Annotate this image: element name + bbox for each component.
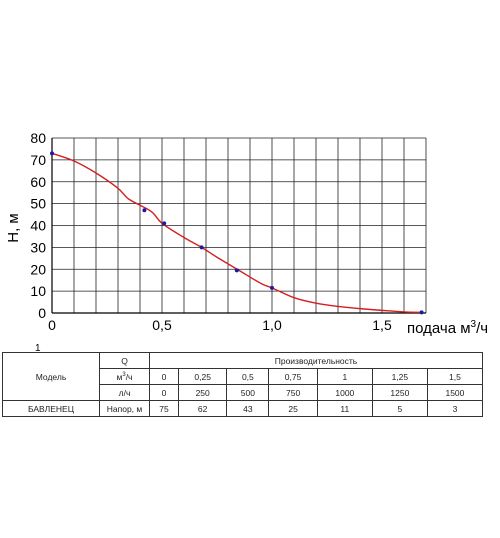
unit-m3h-sup: 3 bbox=[122, 371, 126, 378]
table-cell: 5 bbox=[371, 400, 428, 417]
table-cell: 0,25 bbox=[177, 368, 228, 385]
unit-lh: л/ч bbox=[99, 384, 150, 401]
table-row: Модель Q Производительность bbox=[2, 352, 483, 401]
y-tick-label: 20 bbox=[30, 261, 46, 277]
markers-group bbox=[50, 151, 424, 315]
y-axis-title: H, м bbox=[5, 213, 22, 242]
group-header: Производительность bbox=[149, 352, 483, 369]
table-cell: 11 bbox=[316, 400, 373, 417]
table-cell: 250 bbox=[177, 384, 228, 401]
unit-m3h-prefix: м bbox=[116, 371, 123, 382]
table-cell: 1,25 bbox=[371, 368, 428, 385]
y-tick-label: 60 bbox=[30, 174, 46, 190]
data-point bbox=[162, 221, 167, 226]
table-cell: 1,5 bbox=[426, 368, 484, 385]
data-point bbox=[270, 285, 274, 290]
table-cell: 3 bbox=[426, 400, 484, 417]
head-label: Напор, м bbox=[99, 400, 150, 417]
y-tick-label: 30 bbox=[30, 239, 46, 255]
series-line bbox=[51, 152, 422, 314]
table-cell: 500 bbox=[226, 384, 270, 401]
x-tick-label: 0 bbox=[48, 317, 56, 333]
table-cell: 0 bbox=[149, 368, 179, 385]
table-cell: 62 bbox=[177, 400, 228, 417]
x-tick-label: 0,5 bbox=[152, 317, 172, 333]
unit-m3h-suffix: /ч bbox=[125, 371, 133, 382]
table-cell: 0 bbox=[149, 384, 179, 401]
x-tick-label: 1,5 bbox=[372, 317, 392, 333]
table-cell: 43 bbox=[226, 400, 270, 417]
table-cell: 0,75 bbox=[268, 368, 318, 385]
table-cell: 1 bbox=[316, 368, 373, 385]
table-cell: 1500 bbox=[426, 384, 484, 401]
model-header: Модель bbox=[2, 352, 100, 401]
stray-mark: 1 bbox=[35, 343, 41, 354]
y-tick-label: 40 bbox=[30, 218, 46, 234]
x-axis-title: подача м3/ч bbox=[407, 319, 488, 337]
table-cell: 750 bbox=[268, 384, 318, 401]
q-header: Q bbox=[99, 352, 150, 369]
data-point bbox=[142, 208, 147, 213]
x-axis-title-sup: 3 bbox=[471, 319, 477, 330]
series-group bbox=[51, 152, 422, 314]
y-tick-label: 10 bbox=[30, 283, 46, 299]
data-point bbox=[199, 245, 204, 250]
x-axis-ticks: 0 0,5 1,0 1,5 bbox=[48, 317, 392, 333]
y-axis-ticks: 0 10 20 30 40 50 60 70 80 bbox=[30, 130, 46, 321]
y-tick-label: 0 bbox=[38, 305, 46, 321]
chart-grid bbox=[51, 137, 427, 314]
model-name: БАВЛЕНЕЦ bbox=[2, 400, 100, 417]
table-row: БАВЛЕНЕЦ Напор, м 75 62 43 25 11 5 3 bbox=[2, 400, 484, 417]
data-point bbox=[50, 151, 54, 156]
head-flow-chart: 0 10 20 30 40 50 60 70 80 0 0,5 1,0 1,5 H, м подача… bbox=[5, 130, 488, 337]
unit-m3h: м3/ч bbox=[99, 368, 150, 385]
x-axis-title-unit: /ч bbox=[476, 320, 488, 337]
y-tick-label: 80 bbox=[30, 130, 46, 146]
table-cell: 0,5 bbox=[226, 368, 270, 385]
performance-table: Модель Q Производительность м3/ч 0 0,25 … bbox=[2, 352, 484, 417]
table-cell: 75 bbox=[149, 400, 179, 417]
table-cell: 25 bbox=[268, 400, 318, 417]
table-cell: 1000 bbox=[316, 384, 373, 401]
x-axis-title-main: подача м bbox=[407, 320, 471, 337]
y-tick-label: 50 bbox=[30, 196, 46, 212]
plot-frame bbox=[51, 138, 426, 314]
data-point bbox=[234, 268, 239, 273]
table-cell: 1250 bbox=[371, 384, 428, 401]
y-tick-label: 70 bbox=[30, 152, 46, 168]
data-point bbox=[419, 310, 424, 315]
x-tick-label: 1,0 bbox=[262, 317, 282, 333]
